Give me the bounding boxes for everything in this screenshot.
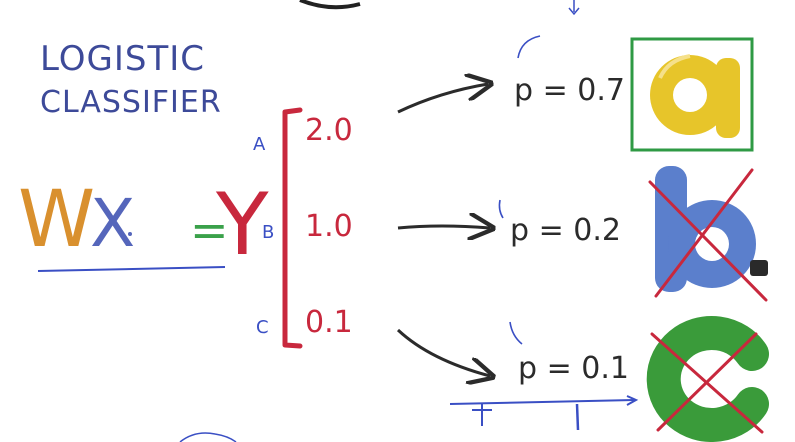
- equation-equals: =: [190, 203, 229, 257]
- cross-out-mark-b: [648, 168, 768, 302]
- correct-class-box: [630, 37, 754, 152]
- tick-mark-b: [498, 199, 504, 219]
- plus-sign-icon: [472, 403, 492, 426]
- probability-a: p = 0.7: [514, 73, 625, 108]
- score-b: 1.0: [305, 209, 353, 244]
- equation-y: Y: [215, 175, 269, 275]
- arrow-a: [397, 84, 488, 114]
- sum-line-arrowhead: [626, 395, 639, 406]
- sum-line: [449, 399, 635, 405]
- equation-x: X: [90, 185, 135, 262]
- bottom-partial-stroke: [179, 432, 237, 442]
- letter-a-image: [650, 54, 740, 138]
- equation-dot: [128, 232, 132, 236]
- one-mark: [575, 403, 580, 431]
- class-label-a: A: [253, 134, 266, 155]
- equation-underline: [37, 266, 226, 272]
- score-a: 2.0: [305, 113, 353, 148]
- probability-b: p = 0.2: [510, 213, 621, 248]
- logits-bracket: [282, 107, 303, 349]
- title-line-2: CLASSIFIER: [40, 85, 222, 120]
- arrow-b: [397, 226, 490, 228]
- probability-c: p = 0.1: [518, 351, 629, 386]
- class-label-b: B: [262, 222, 274, 243]
- title-line-1: LOGISTIC: [40, 39, 205, 79]
- arrow-c: [396, 328, 490, 376]
- tick-mark-c: [509, 321, 523, 345]
- equation-w: W: [18, 175, 95, 265]
- class-label-c: C: [256, 317, 269, 338]
- letter-c-image: [646, 316, 769, 442]
- top-down-arrow-icon: [568, 0, 580, 16]
- cross-out-mark-c: [650, 332, 764, 434]
- top-partial-stroke: [299, 0, 361, 10]
- tick-mark-a: [517, 35, 541, 59]
- score-c: 0.1: [305, 305, 353, 340]
